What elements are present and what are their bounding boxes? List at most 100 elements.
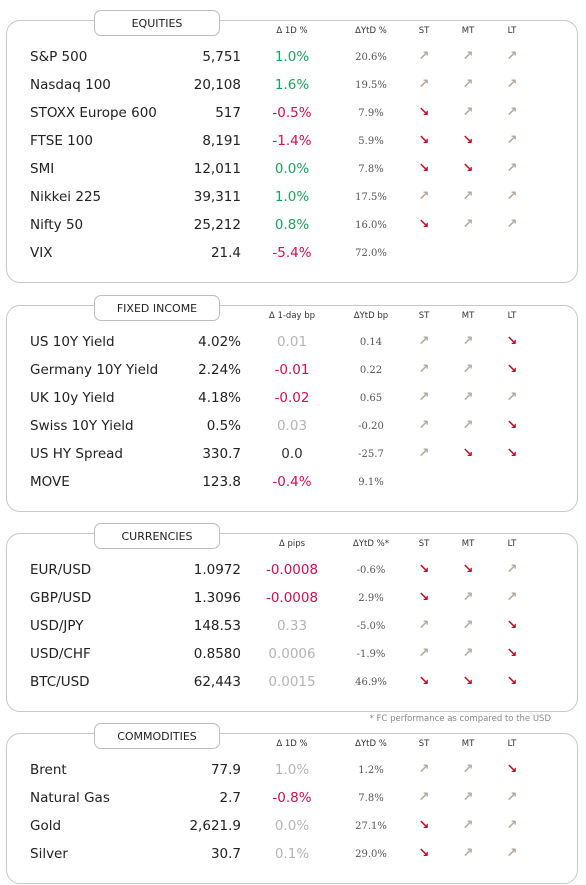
change-value: 0.0006 bbox=[268, 646, 316, 662]
section-box bbox=[6, 20, 578, 283]
change-value: 0.01 bbox=[276, 334, 308, 350]
last-value: 12,011 bbox=[193, 161, 241, 177]
ytd-value: 2.9% bbox=[358, 593, 384, 604]
change-value: -0.4% bbox=[272, 474, 312, 490]
trend-arrow: ↗ bbox=[462, 818, 474, 833]
trend-arrow: ↗ bbox=[418, 77, 430, 92]
row-name: Brent bbox=[30, 762, 67, 778]
column-header: LT bbox=[507, 539, 517, 549]
ytd-value: -0.20 bbox=[358, 421, 384, 432]
change-value: -0.01 bbox=[274, 362, 310, 378]
trend-arrow: ↗ bbox=[418, 418, 430, 433]
trend-arrow: ↘ bbox=[418, 105, 430, 120]
ytd-value: -25.7 bbox=[358, 449, 384, 460]
row-name: US 10Y Yield bbox=[30, 334, 115, 350]
footnote: * FC performance as compared to the USD bbox=[369, 714, 551, 724]
change-value: -0.5% bbox=[272, 105, 312, 121]
trend-arrow: ↗ bbox=[506, 790, 518, 805]
last-value: 62,443 bbox=[193, 674, 241, 690]
trend-arrow: ↗ bbox=[462, 590, 474, 605]
last-value: 2.7 bbox=[219, 790, 241, 806]
trend-arrow: ↗ bbox=[418, 646, 430, 661]
trend-arrow: ↗ bbox=[462, 646, 474, 661]
change-value: 1.0% bbox=[274, 189, 310, 205]
ytd-value: 7.9% bbox=[358, 108, 384, 119]
trend-arrow: ↗ bbox=[462, 189, 474, 204]
ytd-value: 7.8% bbox=[358, 793, 384, 804]
row-name: US HY Spread bbox=[30, 446, 123, 462]
column-header: ΔYtD bp bbox=[353, 311, 389, 321]
section-box bbox=[6, 533, 578, 712]
change-value: -0.8% bbox=[272, 790, 312, 806]
column-header: ST bbox=[418, 739, 430, 749]
change-value: 0.0 bbox=[281, 446, 303, 462]
trend-arrow: ↘ bbox=[418, 217, 430, 232]
trend-arrow: ↗ bbox=[506, 77, 518, 92]
last-value: 30.7 bbox=[210, 846, 241, 862]
last-value: 4.02% bbox=[198, 334, 241, 350]
section-title: CURRENCIES bbox=[94, 523, 220, 549]
trend-arrow: ↗ bbox=[506, 562, 518, 577]
ytd-value: 0.14 bbox=[359, 337, 383, 348]
row-name: Natural Gas bbox=[30, 790, 110, 806]
trend-arrow: ↗ bbox=[418, 618, 430, 633]
trend-arrow: ↗ bbox=[462, 362, 474, 377]
row-name: FTSE 100 bbox=[30, 133, 93, 149]
last-value: 5,751 bbox=[202, 49, 241, 65]
row-name: VIX bbox=[30, 245, 53, 261]
ytd-value: 7.8% bbox=[358, 164, 384, 175]
last-value: 0.5% bbox=[206, 418, 241, 434]
trend-arrow: ↘ bbox=[418, 562, 430, 577]
ytd-value: 20.6% bbox=[355, 52, 387, 63]
last-value: 0.8580 bbox=[193, 646, 241, 662]
column-header: ST bbox=[418, 26, 430, 36]
column-header: ΔYtD % bbox=[355, 739, 387, 749]
row-name: Nifty 50 bbox=[30, 217, 84, 233]
row-name: SMI bbox=[30, 161, 55, 177]
trend-arrow: ↗ bbox=[462, 77, 474, 92]
trend-arrow: ↘ bbox=[506, 418, 518, 433]
change-value: 1.0% bbox=[274, 762, 310, 778]
last-value: 2.24% bbox=[198, 362, 241, 378]
ytd-value: 0.65 bbox=[359, 393, 383, 404]
trend-arrow: ↗ bbox=[418, 390, 430, 405]
column-header: LT bbox=[507, 26, 517, 36]
trend-arrow: ↘ bbox=[506, 334, 518, 349]
last-value: 4.18% bbox=[198, 390, 241, 406]
ytd-value: 9.1% bbox=[358, 477, 384, 488]
trend-arrow: ↗ bbox=[462, 390, 474, 405]
trend-arrow: ↘ bbox=[418, 590, 430, 605]
change-value: 0.33 bbox=[276, 618, 308, 634]
trend-arrow: ↗ bbox=[462, 618, 474, 633]
trend-arrow: ↗ bbox=[418, 49, 430, 64]
trend-arrow: ↗ bbox=[462, 846, 474, 861]
ytd-value: 46.9% bbox=[355, 677, 387, 688]
column-header: LT bbox=[507, 311, 517, 321]
column-header: ΔYtD % bbox=[355, 26, 387, 36]
trend-arrow: ↗ bbox=[506, 49, 518, 64]
row-name: Gold bbox=[30, 818, 62, 834]
change-value: -0.0008 bbox=[265, 562, 319, 578]
ytd-value: 5.9% bbox=[358, 136, 384, 147]
column-header: ST bbox=[418, 311, 430, 321]
trend-arrow: ↗ bbox=[506, 818, 518, 833]
column-header: MT bbox=[461, 539, 475, 549]
trend-arrow: ↗ bbox=[462, 334, 474, 349]
trend-arrow: ↗ bbox=[418, 790, 430, 805]
last-value: 517 bbox=[215, 105, 241, 121]
column-header: Δ 1D % bbox=[276, 739, 308, 749]
row-name: USD/JPY bbox=[30, 618, 84, 634]
ytd-value: 19.5% bbox=[355, 80, 387, 91]
trend-arrow: ↘ bbox=[506, 646, 518, 661]
ytd-value: 16.0% bbox=[355, 220, 387, 231]
column-header: ΔYtD %* bbox=[353, 539, 389, 549]
row-name: UK 10y Yield bbox=[30, 390, 115, 406]
ytd-value: 29.0% bbox=[355, 849, 387, 860]
last-value: 148.53 bbox=[193, 618, 241, 634]
trend-arrow: ↗ bbox=[506, 133, 518, 148]
trend-arrow: ↘ bbox=[418, 818, 430, 833]
change-value: 0.1% bbox=[274, 846, 310, 862]
change-value: 1.0% bbox=[274, 49, 310, 65]
row-name: BTC/USD bbox=[30, 674, 90, 690]
ytd-value: -5.0% bbox=[356, 621, 386, 632]
